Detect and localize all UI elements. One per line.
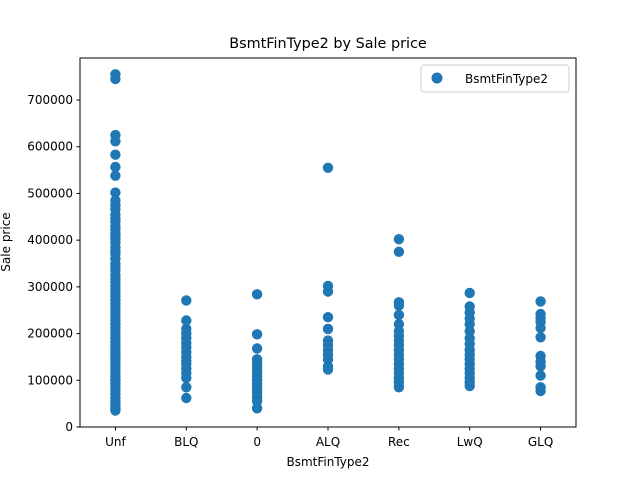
x-axis-label: BsmtFinType2 [286, 455, 369, 469]
x-tick-label: 0 [253, 435, 261, 449]
x-tick-label: LwQ [457, 435, 483, 449]
y-axis: 0 100000 200000 300000 400000 500000 600000 700… [27, 93, 80, 434]
data-point [535, 385, 546, 397]
data-point [393, 234, 405, 245]
x-tick-label: ALQ [316, 435, 340, 449]
data-point [251, 329, 263, 340]
chart-title: BsmtFinType2 by Sale price [229, 36, 427, 52]
data-point [181, 372, 192, 384]
data-points [110, 69, 546, 416]
y-tick-label: 200000 [27, 327, 73, 341]
data-point [181, 315, 192, 326]
x-tick-label: Unf [105, 435, 126, 449]
data-point [110, 405, 121, 416]
data-point [110, 136, 121, 147]
legend-box [420, 64, 570, 93]
data-point [181, 295, 192, 306]
data-point [322, 364, 334, 375]
y-tick-label: 100000 [27, 373, 73, 387]
data-point [110, 149, 121, 160]
data-point [393, 309, 405, 321]
data-point [251, 403, 263, 414]
x-axis: Unf BLQ 0 ALQ Rec LwQ GLQ [105, 427, 553, 449]
data-point [110, 170, 121, 181]
data-point [110, 161, 121, 173]
data-point [393, 382, 405, 393]
data-point [251, 343, 263, 354]
data-point [535, 370, 546, 381]
data-point [535, 361, 546, 372]
y-tick-label: 600000 [27, 140, 73, 154]
legend-marker [431, 72, 443, 84]
data-point [110, 73, 121, 85]
data-point [535, 322, 546, 334]
data-point [393, 246, 405, 257]
data-point [535, 296, 546, 307]
x-tick-label: GLQ [528, 435, 553, 449]
data-point [464, 380, 475, 392]
y-tick-label: 400000 [27, 233, 73, 247]
data-point [322, 323, 334, 335]
y-tick-label: 700000 [27, 93, 73, 107]
data-point [322, 286, 334, 297]
x-tick-label: Rec [388, 435, 410, 449]
y-tick-label: 500000 [27, 186, 73, 200]
y-tick-label: 300000 [27, 280, 73, 294]
data-point [464, 287, 475, 299]
data-point [110, 187, 121, 198]
y-tick-label: 0 [65, 420, 73, 434]
x-tick-label: BLQ [174, 435, 198, 449]
data-point [251, 289, 263, 300]
data-point [535, 332, 546, 343]
data-point [181, 382, 192, 393]
legend-label: BsmtFinType2 [465, 72, 548, 86]
data-point [322, 312, 334, 323]
data-point [322, 162, 334, 173]
y-axis-label: Sale price [0, 212, 13, 271]
data-point [181, 392, 192, 404]
data-point [393, 300, 405, 311]
legend: BsmtFinType2 [420, 64, 570, 93]
